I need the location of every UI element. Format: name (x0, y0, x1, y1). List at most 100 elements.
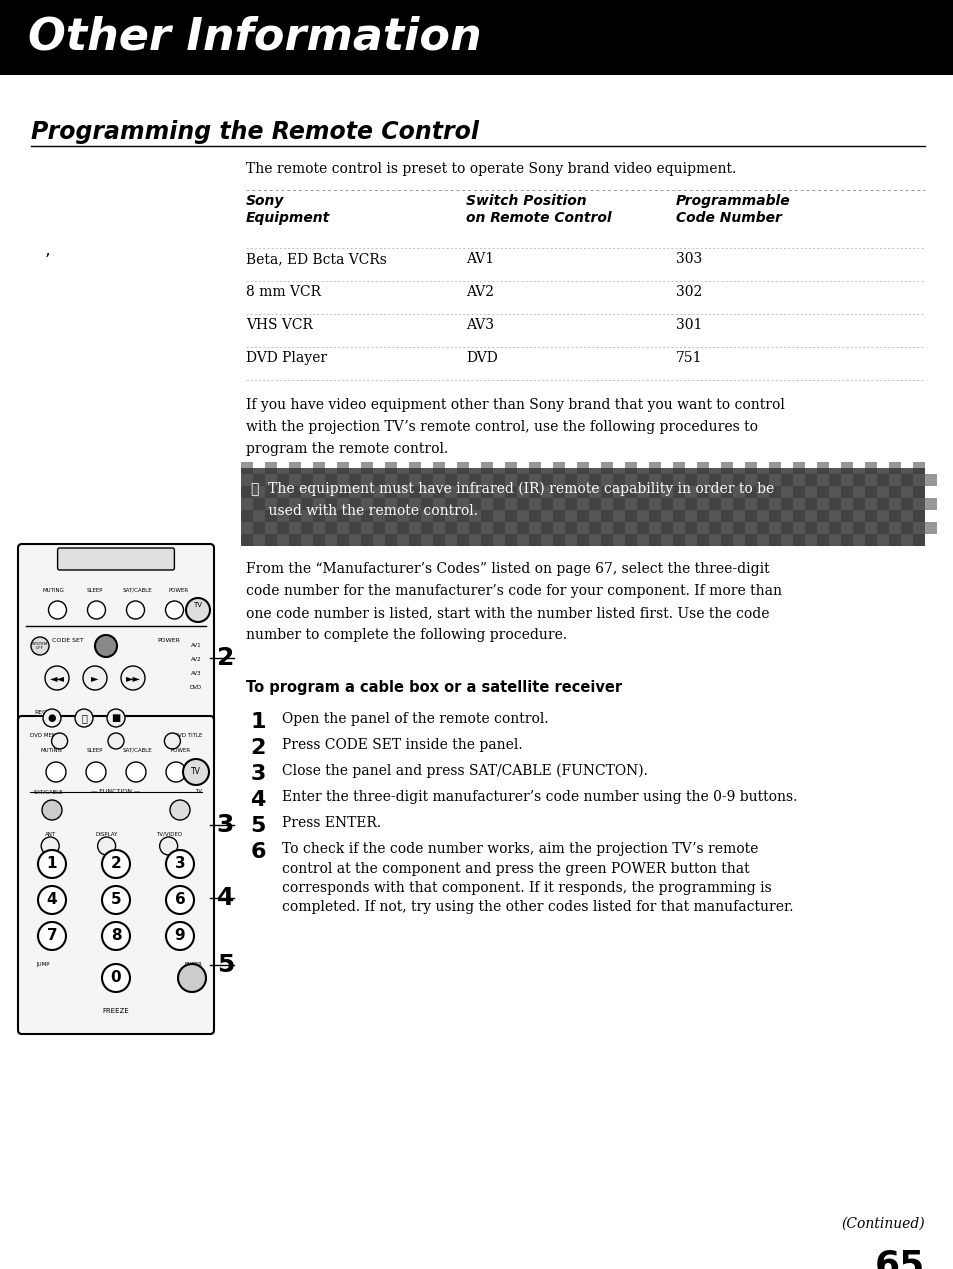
Bar (841, 534, 852, 546)
Bar (792, 486, 804, 497)
Text: ⏸: ⏸ (81, 713, 87, 723)
Bar (684, 497, 697, 510)
Text: POWER: POWER (157, 638, 180, 643)
Text: AV3: AV3 (466, 319, 494, 332)
Text: AV3: AV3 (192, 671, 202, 676)
Bar (553, 486, 564, 497)
Text: The remote control is preset to operate Sony brand video equipment.: The remote control is preset to operate … (246, 162, 736, 176)
Text: Press CODE SET inside the panel.: Press CODE SET inside the panel. (282, 739, 522, 753)
Circle shape (45, 666, 69, 690)
Text: Beta, ED Bcta VCRs: Beta, ED Bcta VCRs (246, 253, 387, 266)
Text: ENTER: ENTER (184, 962, 202, 967)
Circle shape (88, 602, 106, 619)
Bar (480, 510, 493, 522)
Bar (373, 475, 385, 486)
Bar (504, 510, 517, 522)
Circle shape (41, 838, 59, 855)
Bar (385, 462, 396, 475)
Text: From the “Manufacturer’s Codes” listed on page 67, select the three-digit: From the “Manufacturer’s Codes” listed o… (246, 562, 769, 576)
Bar (469, 522, 480, 534)
Bar (841, 486, 852, 497)
Bar (828, 522, 841, 534)
Bar (325, 475, 336, 486)
Circle shape (95, 634, 117, 657)
Bar (504, 534, 517, 546)
Bar (445, 497, 456, 510)
Circle shape (166, 850, 193, 878)
Bar (445, 522, 456, 534)
Text: TV: TV (194, 789, 202, 794)
Bar (373, 522, 385, 534)
Bar (480, 462, 493, 475)
Bar (673, 486, 684, 497)
Bar (373, 497, 385, 510)
Bar (792, 534, 804, 546)
Bar (469, 497, 480, 510)
Bar (720, 486, 732, 497)
Circle shape (102, 923, 130, 950)
Text: 2: 2 (216, 646, 233, 670)
Text: 65: 65 (874, 1249, 924, 1269)
Circle shape (183, 759, 209, 786)
Bar (577, 462, 589, 475)
Bar (673, 462, 684, 475)
Circle shape (75, 709, 92, 727)
Bar (817, 486, 828, 497)
Circle shape (86, 761, 106, 782)
Bar (336, 486, 349, 497)
Text: 2: 2 (111, 857, 121, 872)
Bar (456, 486, 469, 497)
Bar (864, 486, 876, 497)
Text: Press ENTER.: Press ENTER. (282, 816, 381, 830)
Bar (708, 497, 720, 510)
Bar (613, 475, 624, 486)
Text: 4: 4 (216, 886, 233, 910)
Text: with the projection TV’s remote control, use the following procedures to: with the projection TV’s remote control,… (246, 420, 758, 434)
Bar (912, 510, 924, 522)
Bar (637, 475, 648, 486)
Text: If you have video equipment other than Sony brand that you want to control: If you have video equipment other than S… (246, 398, 784, 412)
Bar (781, 497, 792, 510)
Bar (0, 0, 953, 75)
Bar (480, 486, 493, 497)
Text: POWER: POWER (169, 588, 189, 593)
Bar (577, 510, 589, 522)
Bar (637, 497, 648, 510)
Bar (325, 497, 336, 510)
Bar (660, 497, 673, 510)
Bar (888, 534, 901, 546)
Text: 6: 6 (174, 892, 185, 907)
Bar (396, 475, 409, 486)
Bar (241, 486, 253, 497)
Bar (241, 534, 253, 546)
Bar (912, 534, 924, 546)
Bar (564, 522, 577, 534)
Bar (924, 497, 936, 510)
Text: 303: 303 (676, 253, 701, 266)
Text: AV2: AV2 (466, 286, 494, 299)
Circle shape (127, 602, 144, 619)
Text: TV: TV (193, 602, 202, 608)
Bar (613, 497, 624, 510)
Text: VHS VCR: VHS VCR (246, 319, 313, 332)
Bar (876, 522, 888, 534)
Bar (697, 510, 708, 522)
Bar (817, 510, 828, 522)
Bar (888, 510, 901, 522)
Bar (564, 497, 577, 510)
Text: 4: 4 (47, 892, 57, 907)
Bar (708, 522, 720, 534)
Bar (757, 522, 768, 534)
Text: SLEEP: SLEEP (86, 747, 103, 753)
Bar (265, 486, 276, 497)
Bar (817, 462, 828, 475)
Bar (276, 475, 289, 486)
Bar (901, 522, 912, 534)
Bar (433, 486, 445, 497)
Bar (600, 462, 613, 475)
Bar (757, 497, 768, 510)
Text: AV1: AV1 (466, 253, 494, 266)
Text: ■: ■ (112, 713, 120, 723)
Bar (768, 510, 781, 522)
Circle shape (170, 799, 190, 820)
